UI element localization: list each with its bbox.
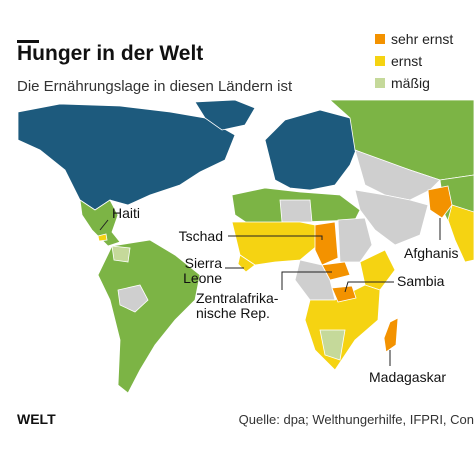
map-label: Afghanis	[404, 245, 458, 261]
label-line: nische Rep.	[196, 305, 270, 321]
madagaskar	[383, 317, 399, 353]
legend-swatch	[375, 34, 385, 44]
central-america	[79, 199, 121, 247]
south-america-nodata	[117, 284, 149, 313]
sahara-nodata	[279, 199, 313, 223]
legend-swatch	[375, 56, 385, 66]
label-line: Zentralafrika-	[196, 290, 279, 306]
label-line: Afghanis	[404, 245, 458, 261]
map-label: Zentralafrika-nische Rep.	[196, 290, 279, 321]
sudan	[337, 217, 373, 263]
title: Hunger in der Welt	[17, 42, 203, 65]
map-label: Sierra Leone	[183, 255, 222, 286]
middle-east	[354, 189, 429, 246]
map-labels: Haiti Tschad Sierra Leone Zentralafrika-nisc…	[112, 205, 458, 385]
brand: WELT	[17, 411, 56, 427]
world-map	[17, 99, 474, 394]
india	[447, 204, 474, 263]
sambia	[331, 285, 357, 303]
label-line: Madagaskar	[369, 369, 446, 385]
legend: sehr ernst ernst mäßig	[375, 31, 453, 91]
map-label: Sambia	[397, 273, 445, 289]
leader-line	[228, 235, 323, 240]
legend-label: sehr ernst	[391, 31, 453, 47]
label-line: Sambia	[397, 273, 445, 289]
leader-line	[344, 281, 394, 293]
venezuela	[111, 245, 131, 263]
afghanistan	[427, 185, 453, 219]
map-label: Madagaskar	[369, 369, 446, 385]
europe	[264, 109, 361, 191]
legend-label: ernst	[391, 53, 422, 69]
central-asia	[354, 149, 441, 201]
north-america	[17, 103, 236, 211]
greenland	[194, 99, 256, 131]
map-label: Haiti	[112, 205, 140, 221]
leader-line	[281, 271, 332, 290]
legend-swatch	[375, 78, 385, 88]
tschad	[314, 221, 339, 266]
south-africa	[319, 329, 346, 361]
legend-label: mäßig	[391, 75, 430, 91]
leader-line	[99, 219, 109, 231]
east-africa	[359, 249, 396, 291]
leader-lines	[99, 218, 441, 366]
label-line: Leone	[183, 270, 222, 286]
map-label: Tschad	[179, 228, 223, 244]
label-line: Sierra	[185, 255, 223, 271]
label-line: Haiti	[112, 205, 140, 221]
title-bar	[17, 40, 39, 43]
haiti	[97, 233, 108, 242]
label-line: Tschad	[179, 228, 223, 244]
subtitle: Die Ernährungslage in diesen Ländern ist	[17, 78, 293, 95]
source: Quelle: dpa; Welthungerhilfe, IFPRI, Con	[239, 412, 474, 427]
south-america	[97, 239, 201, 394]
